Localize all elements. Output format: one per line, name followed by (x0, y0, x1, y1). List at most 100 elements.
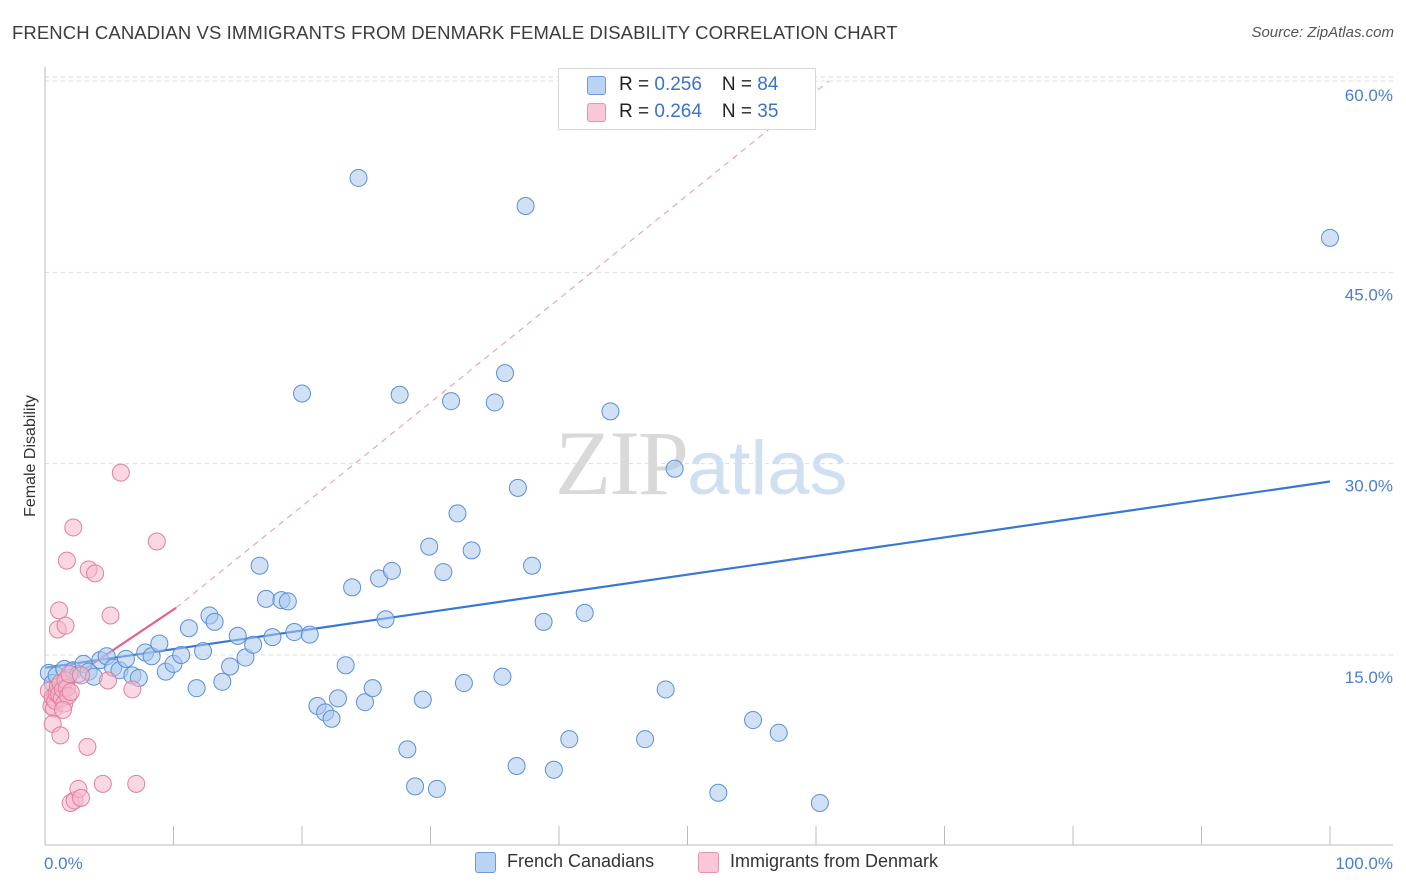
legend-swatch-blue (587, 76, 606, 95)
y-tick-label: 60.0% (1345, 86, 1393, 105)
r-value: 0.256 (654, 74, 702, 95)
watermark-atlas: atlas (687, 426, 848, 511)
point-french-canadian (523, 556, 542, 575)
point-french-canadian (744, 711, 763, 730)
point-denmark (50, 601, 69, 620)
point-french-canadian (228, 626, 247, 645)
point-french-canadian (213, 672, 232, 691)
point-french-canadian (398, 740, 417, 759)
point-french-canadian (205, 612, 224, 631)
point-denmark (61, 682, 80, 701)
point-french-canadian (493, 667, 512, 686)
point-french-canadian (150, 634, 169, 653)
point-french-canadian (376, 610, 395, 629)
point-french-canadian (179, 619, 198, 638)
point-french-canadian (434, 563, 453, 582)
point-denmark (78, 737, 97, 756)
point-denmark (147, 532, 166, 551)
point-french-canadian (442, 392, 461, 411)
point-french-canadian (601, 402, 620, 421)
y-tick-label: 30.0% (1345, 477, 1393, 496)
point-french-canadian (336, 656, 355, 675)
y-axis-label: Female Disability (22, 395, 39, 517)
point-french-canadian (656, 680, 675, 699)
legend-label: French Canadians (507, 851, 655, 871)
n-value: 84 (757, 74, 779, 95)
point-french-canadian (427, 779, 446, 798)
point-french-canadian (250, 556, 269, 575)
point-french-canadian (257, 589, 276, 608)
point-french-canadian (534, 612, 553, 631)
axes (44, 67, 1393, 846)
x-tick-label: 100.0% (1335, 854, 1393, 873)
n-label: N = (721, 74, 758, 95)
point-french-canadian (349, 168, 368, 187)
point-french-canadian (322, 709, 341, 728)
point-french-canadian (293, 384, 311, 403)
point-denmark (56, 616, 75, 635)
y-tick-label: 45.0% (1345, 285, 1393, 304)
n-label: N = (721, 101, 758, 122)
data-points (39, 168, 1339, 812)
point-french-canadian (810, 793, 829, 812)
point-french-canadian (194, 642, 213, 661)
point-french-canadian (560, 730, 579, 749)
watermark-zip: ZIP (555, 412, 689, 514)
point-french-canadian (413, 690, 432, 709)
point-french-canadian (285, 623, 304, 642)
trend-line-french-canadians (44, 480, 1331, 669)
point-french-canadian (343, 578, 362, 597)
n-value: 35 (757, 101, 779, 122)
source-label: Source: ZipAtlas.com (1251, 24, 1394, 41)
point-french-canadian (390, 385, 409, 404)
point-french-canadian (382, 561, 401, 580)
legend-label: Immigrants from Denmark (730, 851, 939, 871)
point-french-canadian (363, 679, 382, 698)
point-french-canadian (278, 592, 297, 611)
point-denmark (64, 518, 83, 537)
point-french-canadian (221, 657, 240, 676)
point-french-canadian (300, 625, 319, 644)
point-denmark (71, 788, 90, 807)
point-denmark (111, 463, 130, 482)
x-tick-label: 0.0% (44, 854, 83, 873)
point-denmark (51, 726, 70, 745)
point-french-canadian (544, 760, 563, 779)
point-denmark (57, 551, 76, 570)
point-denmark (93, 774, 112, 793)
point-french-canadian (665, 459, 684, 478)
stats-legend: R = 0.256 N = 84 R = 0.264 N = 35 (558, 68, 816, 130)
point-french-canadian (507, 756, 526, 775)
point-french-canadian (355, 693, 374, 712)
point-denmark (98, 671, 117, 690)
axis-labels: 15.0% 30.0% 45.0% 60.0% 0.0% 100.0% Female Dis… (22, 86, 1393, 873)
point-french-canadian (575, 603, 594, 622)
point-french-canadian (244, 635, 263, 654)
point-denmark (101, 606, 120, 625)
watermark: ZIPatlas (555, 410, 848, 516)
point-french-canadian (187, 679, 206, 698)
point-french-canadian (636, 730, 655, 749)
point-french-canadian (448, 504, 467, 523)
point-denmark (86, 564, 105, 583)
legend-swatch-blue (475, 852, 496, 873)
y-tick-label: 15.0% (1345, 668, 1393, 687)
point-french-canadian (1321, 228, 1339, 247)
point-french-canadian (462, 541, 481, 560)
point-french-canadian (485, 393, 504, 412)
point-french-canadian (420, 537, 439, 556)
r-label: R = (619, 101, 655, 122)
point-french-canadian (508, 478, 527, 497)
point-denmark (127, 774, 146, 793)
point-french-canadian (496, 364, 515, 383)
legend-swatch-pink (698, 852, 719, 873)
point-french-canadian (406, 777, 425, 796)
point-french-canadian (172, 646, 191, 664)
r-label: R = (619, 74, 655, 95)
point-french-canadian (328, 689, 347, 708)
point-denmark (53, 700, 72, 719)
point-french-canadian (709, 783, 728, 802)
trend-lines (44, 80, 1331, 697)
legend-swatch-pink (587, 103, 606, 122)
